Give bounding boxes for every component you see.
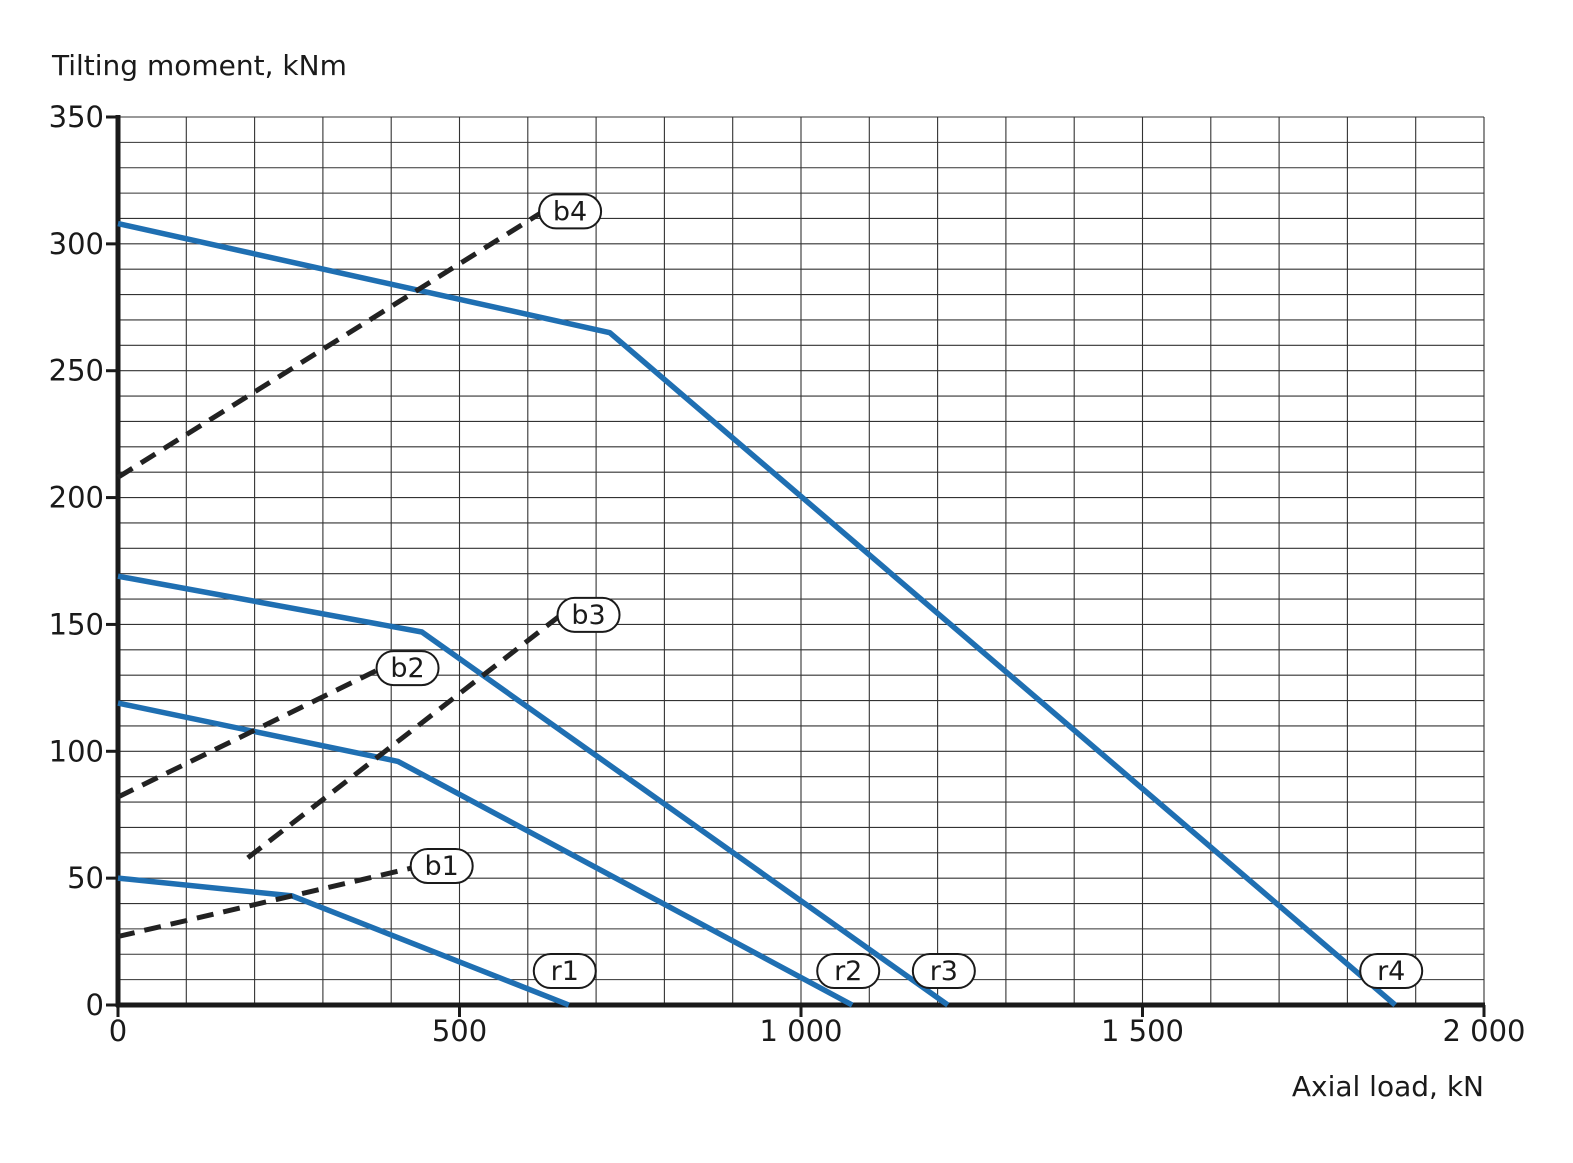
x-tick-label: 1 000 xyxy=(759,1014,842,1048)
x-tick-label: 500 xyxy=(432,1014,487,1048)
series-line-b4 xyxy=(116,211,542,480)
series-tag-r1 xyxy=(532,953,597,989)
y-tick-label: 100 xyxy=(49,734,104,768)
series-line-b3 xyxy=(246,614,561,860)
series-tag-r3 xyxy=(911,953,976,989)
series-tag-label-b1: b1 xyxy=(425,851,459,882)
series-tag-label-r1: r1 xyxy=(551,956,579,987)
series-tag-label-b4: b4 xyxy=(553,196,587,227)
x-axis-label: Axial load, kN xyxy=(1292,1070,1484,1103)
y-axis-label: Tilting moment, kNm xyxy=(51,49,347,82)
x-tick-label: 1 500 xyxy=(1101,1014,1184,1048)
series-tag-label-r3: r3 xyxy=(930,956,958,987)
series-tag-b3 xyxy=(556,596,621,633)
series-lines xyxy=(116,211,1397,1008)
y-tick-label: 0 xyxy=(86,988,104,1022)
series-tag-r4 xyxy=(1359,953,1424,989)
axes: 0 50 100 150 200 250 300 350 0 500 1 000 1 500 2 000 xyxy=(49,100,1526,1048)
series-tag-label-b3: b3 xyxy=(571,600,605,631)
series-line-b1 xyxy=(117,865,413,939)
x-tick-label: 2 000 xyxy=(1442,1014,1525,1048)
y-tick-label: 250 xyxy=(49,354,104,388)
series-line-r2 xyxy=(117,700,854,1008)
grid xyxy=(118,116,1485,1005)
series-tag-label-r2: r2 xyxy=(834,956,862,987)
series-line-r1 xyxy=(117,875,570,1008)
y-tick-label: 50 xyxy=(67,861,104,895)
series-tag-r2 xyxy=(816,953,881,989)
series-line-r4 xyxy=(117,220,1397,1008)
series-line-r3 xyxy=(117,573,950,1008)
y-tick-label: 150 xyxy=(49,607,104,641)
series-tag-label-b2: b2 xyxy=(390,653,424,684)
series-tag-label-r4: r4 xyxy=(1377,956,1405,987)
x-tick-label: 0 xyxy=(109,1014,127,1048)
series-tags: r1 r2 r3 r4 b1 b2 b3 b4 xyxy=(375,193,1424,989)
y-tick-label: 200 xyxy=(49,481,104,515)
series-line-b2 xyxy=(116,667,379,800)
series-tag-b2 xyxy=(375,650,440,687)
y-tick-label: 350 xyxy=(49,100,104,134)
series-tag-b1 xyxy=(409,847,474,884)
y-tick-label: 300 xyxy=(49,227,104,261)
series-tag-b4 xyxy=(538,193,603,230)
